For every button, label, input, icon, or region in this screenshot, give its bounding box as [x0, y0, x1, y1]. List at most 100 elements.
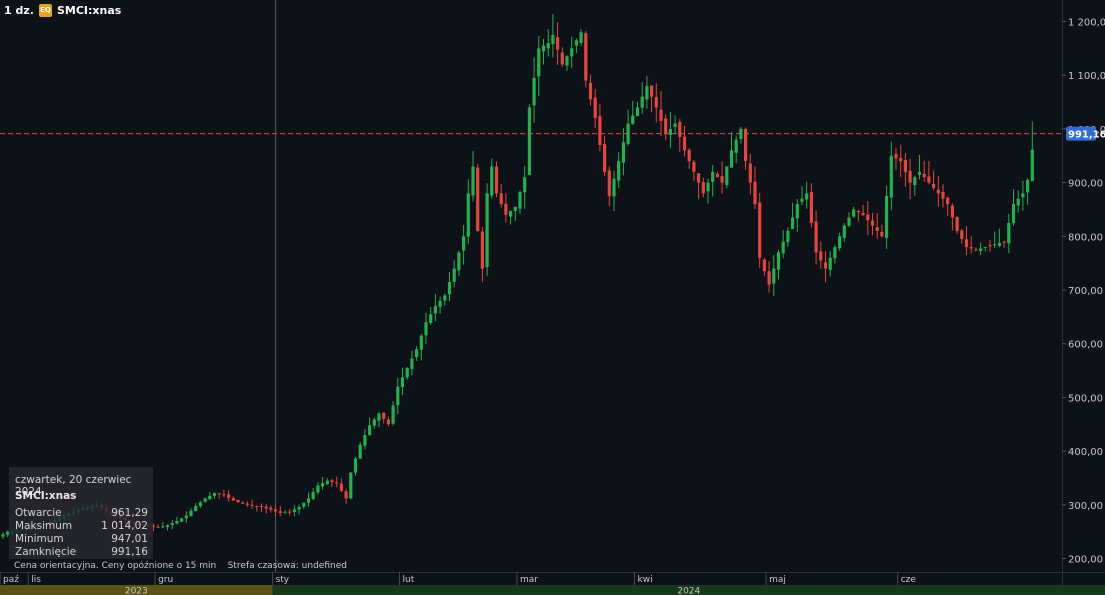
candle-body [852, 209, 856, 217]
candle [711, 165, 715, 197]
candle [786, 227, 790, 247]
candle-body [297, 507, 301, 510]
current-price-label: 991,16 [1068, 130, 1105, 141]
candle-body [903, 160, 907, 172]
candle [532, 57, 536, 123]
candle-body [612, 178, 616, 197]
candle [913, 175, 917, 196]
candle-body [372, 419, 376, 426]
candle [574, 38, 578, 54]
candle-body [349, 472, 353, 499]
candle [452, 260, 456, 288]
candle-body [697, 173, 701, 183]
candle [748, 153, 752, 195]
symbol-label[interactable]: SMCI:xnas [56, 4, 122, 17]
candle-body [922, 174, 926, 178]
candle [800, 186, 804, 206]
candle-body [621, 142, 625, 163]
y-tick-label: 200,00 [1068, 555, 1103, 566]
candle-body [974, 249, 978, 251]
candle-body [758, 202, 762, 258]
candle [518, 190, 522, 214]
candle-body [668, 128, 672, 135]
candle-body [288, 511, 292, 513]
candle [292, 505, 296, 517]
candle-body [753, 181, 757, 205]
candle-body [767, 271, 771, 285]
candle [504, 193, 508, 223]
candle [678, 118, 682, 152]
candle-body [556, 37, 560, 50]
candle [664, 114, 668, 140]
candle-body [368, 425, 372, 435]
candle [306, 492, 311, 507]
candle-body [927, 176, 931, 183]
candle [706, 178, 710, 204]
candle [462, 224, 466, 265]
candle [255, 505, 259, 512]
month-label: paź [3, 575, 19, 585]
candle-body [950, 205, 954, 218]
candle [640, 82, 644, 115]
month-label: sty [276, 575, 290, 585]
candle-body [452, 268, 456, 282]
candle-body [631, 115, 635, 124]
candle [772, 255, 776, 297]
candle [245, 501, 249, 507]
candle-body [269, 507, 273, 510]
candle-body [744, 129, 748, 162]
candle-body [156, 526, 160, 528]
candle-body [1021, 193, 1025, 198]
year-band [0, 585, 273, 595]
candle [570, 36, 574, 68]
candle-body [908, 170, 912, 183]
candle [339, 478, 343, 492]
candle [161, 521, 165, 529]
candle [758, 193, 762, 268]
candle [744, 127, 748, 170]
candle-body [344, 491, 348, 499]
candle-body [635, 107, 640, 117]
candle-body [391, 405, 395, 424]
candle-body [6, 531, 10, 535]
candle [278, 505, 282, 517]
candle [400, 367, 405, 396]
candle [673, 115, 677, 135]
candle-body [889, 155, 893, 198]
candle-body [306, 498, 311, 503]
candle-body [255, 506, 259, 508]
candle-body [292, 509, 296, 513]
candle [927, 160, 931, 185]
candle-body [701, 182, 705, 194]
candle [349, 472, 353, 500]
candle [241, 500, 245, 504]
candle [556, 22, 560, 65]
equity-badge-icon: EQ [38, 4, 52, 17]
candle [1016, 190, 1020, 213]
candle-body [499, 193, 503, 205]
candle [415, 346, 419, 361]
candle [523, 165, 527, 209]
candle [598, 103, 602, 152]
candle-body [194, 505, 198, 512]
candle [739, 126, 743, 144]
candle [476, 163, 480, 232]
candles [1, 13, 1034, 540]
candle-body [997, 243, 1001, 246]
candle [194, 503, 198, 512]
candle [372, 417, 376, 429]
candle-body [217, 493, 221, 495]
candle [490, 158, 494, 199]
candle [311, 487, 315, 501]
candle-body [170, 523, 174, 525]
candle [791, 202, 795, 230]
interval-label[interactable]: 1 dz. [4, 4, 34, 17]
candle [687, 148, 691, 170]
candle [471, 150, 475, 202]
info-row-high: Maksimum 1 014,02 [15, 520, 148, 532]
candle [560, 47, 564, 68]
candle-body [687, 149, 691, 162]
candle-body [894, 153, 898, 159]
candle-body [377, 413, 381, 421]
